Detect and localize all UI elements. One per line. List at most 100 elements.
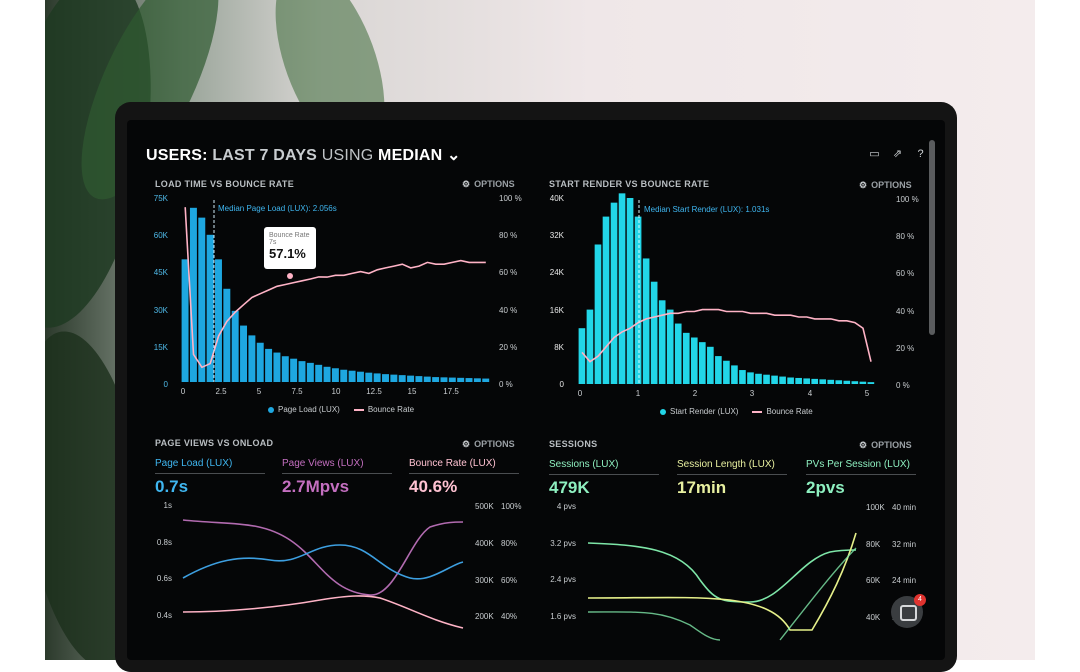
- kpi-value-sessions: 479K: [549, 478, 590, 497]
- gear-icon: ⚙: [462, 439, 471, 449]
- header-range[interactable]: LAST 7 DAYS: [212, 147, 318, 164]
- x-tick-label: 4: [807, 389, 813, 398]
- kpi-value-page-load: 0.7s: [155, 477, 189, 496]
- pvs-per-session-line: [587, 547, 857, 641]
- chart-bar: [215, 259, 222, 382]
- legend-label: Bounce Rate: [766, 407, 813, 416]
- share-icon[interactable]: ⇗: [892, 148, 903, 160]
- chart-bar: [240, 325, 248, 382]
- chart-bar: [586, 309, 594, 384]
- chart-bar: [315, 364, 323, 382]
- y2-tick-label: 500K: [475, 502, 494, 511]
- y-tick-label: 0: [559, 380, 564, 389]
- chart-bar: [835, 380, 843, 384]
- options-button[interactable]: ⚙ OPTIONS: [859, 440, 912, 450]
- tooltip-label: Bounce Rate 7s: [269, 232, 310, 246]
- y2-tick-label: 100 %: [896, 195, 919, 204]
- gear-icon: ⚙: [859, 180, 868, 190]
- chart-bar: [763, 374, 770, 384]
- y-tick-label: 0.4s: [156, 610, 172, 620]
- y2-tick-label: 100K: [866, 503, 885, 512]
- y3-tick-label: 24 min: [892, 576, 917, 585]
- y-tick-label: 24K: [549, 268, 564, 278]
- chart-bar: [256, 342, 264, 382]
- chart-bar: [787, 377, 794, 384]
- median-label: Median Start Render (LUX): 1.031s: [644, 205, 770, 214]
- chart-bar: [658, 300, 666, 384]
- chart-bar: [650, 281, 658, 384]
- kpi-label-pvs-per-session: PVs Per Session (LUX): [806, 459, 910, 470]
- options-button[interactable]: ⚙ OPTIONS: [462, 439, 515, 449]
- y-tick-label: 0.8s: [156, 537, 172, 547]
- chart-bar: [851, 381, 859, 384]
- options-button[interactable]: ⚙ OPTIONS: [859, 180, 912, 190]
- y3-tick-label: 40%: [501, 612, 518, 622]
- chart-bar: [356, 371, 364, 382]
- y2-tick-label: 100 %: [499, 194, 522, 203]
- chart-bar: [731, 365, 738, 384]
- chart-bar: [827, 379, 835, 384]
- options-button[interactable]: ⚙ OPTIONS: [462, 179, 515, 189]
- chart-bar: [803, 378, 810, 384]
- chart-bar: [398, 375, 406, 382]
- chart-bar: [699, 342, 706, 384]
- chart-bar: [682, 332, 690, 384]
- chart-bar: [690, 337, 698, 384]
- kpi-value-bounce-rate: 40.6%: [409, 477, 458, 496]
- chart-bar: [715, 356, 722, 384]
- page-views-line: [182, 519, 464, 596]
- kpi-value-pvs-per-session: 2pvs: [806, 478, 845, 497]
- chart-bar: [181, 259, 189, 382]
- kpi-label-page-load: Page Load (LUX): [155, 458, 233, 469]
- y-tick-label: 3.2 pvs: [550, 538, 576, 548]
- monitor-icon[interactable]: ▭: [869, 148, 880, 160]
- chart-bar: [843, 380, 851, 384]
- page-load-line: [182, 544, 464, 580]
- chart-bar: [290, 358, 298, 382]
- bounce-rate-tooltip: Bounce Rate 7s 57.1%: [264, 227, 316, 269]
- y-tick-label: 1s: [163, 501, 172, 510]
- chart-bar: [811, 378, 819, 384]
- chevron-down-icon[interactable]: ⌄: [447, 147, 461, 164]
- x-tick-label: 2.5: [215, 387, 227, 396]
- y2-tick-label: 40 %: [896, 306, 915, 316]
- y3-tick-label: 100%: [501, 502, 522, 511]
- kpi-label-bounce-rate: Bounce Rate (LUX): [409, 458, 496, 469]
- header-prefix: USERS:: [146, 147, 208, 164]
- dashboard-header[interactable]: USERS: LAST 7 DAYS USING MEDIAN ⌄: [146, 145, 461, 165]
- chat-icon: [900, 605, 917, 621]
- chart-bar: [265, 348, 273, 382]
- y2-tick-label: 0 %: [896, 381, 910, 390]
- chart-bar: [755, 373, 762, 384]
- y-tick-label: 4 pvs: [556, 502, 576, 511]
- chart-bar: [642, 258, 650, 384]
- scrollbar-thumb[interactable]: [929, 140, 935, 335]
- chart-bar: [248, 335, 256, 382]
- chart-bar: [795, 377, 802, 384]
- y3-tick-label: 32 min: [892, 539, 917, 549]
- y2-tick-label: 80K: [866, 539, 881, 549]
- chart-bar: [423, 376, 431, 382]
- chart-legend: Page Load (LUX) Bounce Rate: [268, 405, 414, 414]
- chart-bar: [626, 198, 634, 384]
- y-tick-label: 2.4 pvs: [550, 575, 576, 584]
- chart-bar: [482, 378, 490, 382]
- header-metric[interactable]: MEDIAN: [378, 147, 443, 164]
- y-tick-label: 8K: [554, 342, 564, 352]
- y-tick-label: 40K: [549, 194, 564, 203]
- chart-bar: [779, 376, 786, 384]
- chart-bar: [747, 372, 754, 384]
- chart-bar: [666, 309, 674, 384]
- median-label: Median Page Load (LUX): 2.056s: [218, 204, 337, 213]
- chart-bar: [867, 382, 875, 384]
- y-tick-label: 32K: [549, 231, 564, 241]
- help-icon[interactable]: ?: [917, 148, 924, 160]
- kpi-label-sessions: Sessions (LUX): [549, 459, 619, 470]
- y2-tick-label: 60 %: [896, 269, 915, 279]
- panel-title: SESSIONS: [549, 439, 598, 449]
- chart-bar: [457, 377, 465, 382]
- y2-tick-label: 40K: [866, 612, 881, 622]
- chart-bar: [415, 376, 423, 382]
- chart-bar: [448, 377, 456, 382]
- notification-badge: 4: [914, 594, 926, 606]
